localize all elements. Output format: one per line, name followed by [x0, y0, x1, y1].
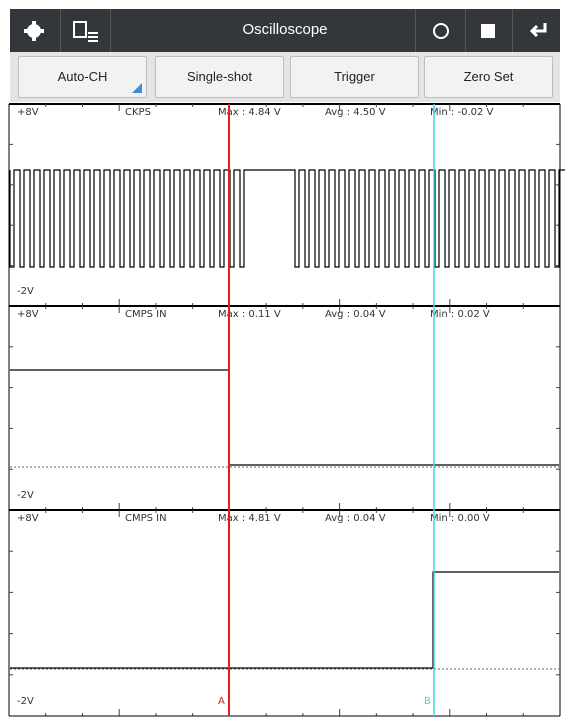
label-max: Max : 0.11 V: [218, 309, 281, 320]
cursor-b-label: B: [424, 696, 431, 707]
label-avg: Avg : 4.50 V: [325, 107, 386, 118]
separator: [60, 9, 61, 52]
separator: [512, 9, 513, 52]
label-min: Min : -0.02 V: [430, 107, 494, 118]
label-top: +8V: [17, 513, 39, 524]
button[interactable]: Single-shot: [155, 56, 284, 98]
label-max: Max : 4.81 V: [218, 513, 281, 524]
label-top: +8V: [17, 309, 39, 320]
label-channel: CMPS IN: [125, 309, 167, 320]
toolbar-icons: [24, 21, 547, 42]
button[interactable]: Auto-CH: [18, 56, 147, 98]
label-bottom: -2V: [17, 490, 34, 501]
waveform: [9, 169, 565, 268]
separator: [110, 9, 111, 52]
separator: [415, 9, 416, 52]
label-channel: CMPS IN: [125, 513, 167, 524]
label-max: Max : 4.84 V: [218, 107, 281, 118]
label-bottom: -2V: [17, 696, 34, 707]
cursor-a-label: A: [218, 696, 225, 707]
grid-icon[interactable]: [481, 24, 495, 38]
waveform: [10, 369, 559, 466]
label-bottom: -2V: [17, 286, 34, 297]
settings-icon[interactable]: [24, 21, 44, 41]
waveform: [10, 571, 559, 669]
refresh-icon[interactable]: [433, 23, 449, 39]
button[interactable]: Trigger: [290, 56, 419, 98]
separator: [465, 9, 466, 52]
save-icon[interactable]: [73, 21, 98, 42]
button[interactable]: Zero Set: [424, 56, 553, 98]
toolbar-title: Oscilloscope: [242, 21, 328, 38]
toolbar: Oscilloscope: [10, 9, 560, 52]
label-avg: Avg : 0.04 V: [325, 309, 386, 320]
dropdown-marker: [132, 83, 142, 93]
label-top: +8V: [17, 107, 39, 118]
button-row: Auto-CH Single-shot Trigger Zero Set: [10, 52, 560, 102]
label-min: Min : 0.00 V: [430, 513, 490, 524]
label-channel: CKPS: [125, 107, 151, 118]
back-icon[interactable]: [529, 23, 547, 38]
label-min: Min : 0.02 V: [430, 309, 490, 320]
label-avg: Avg : 0.04 V: [325, 513, 386, 524]
